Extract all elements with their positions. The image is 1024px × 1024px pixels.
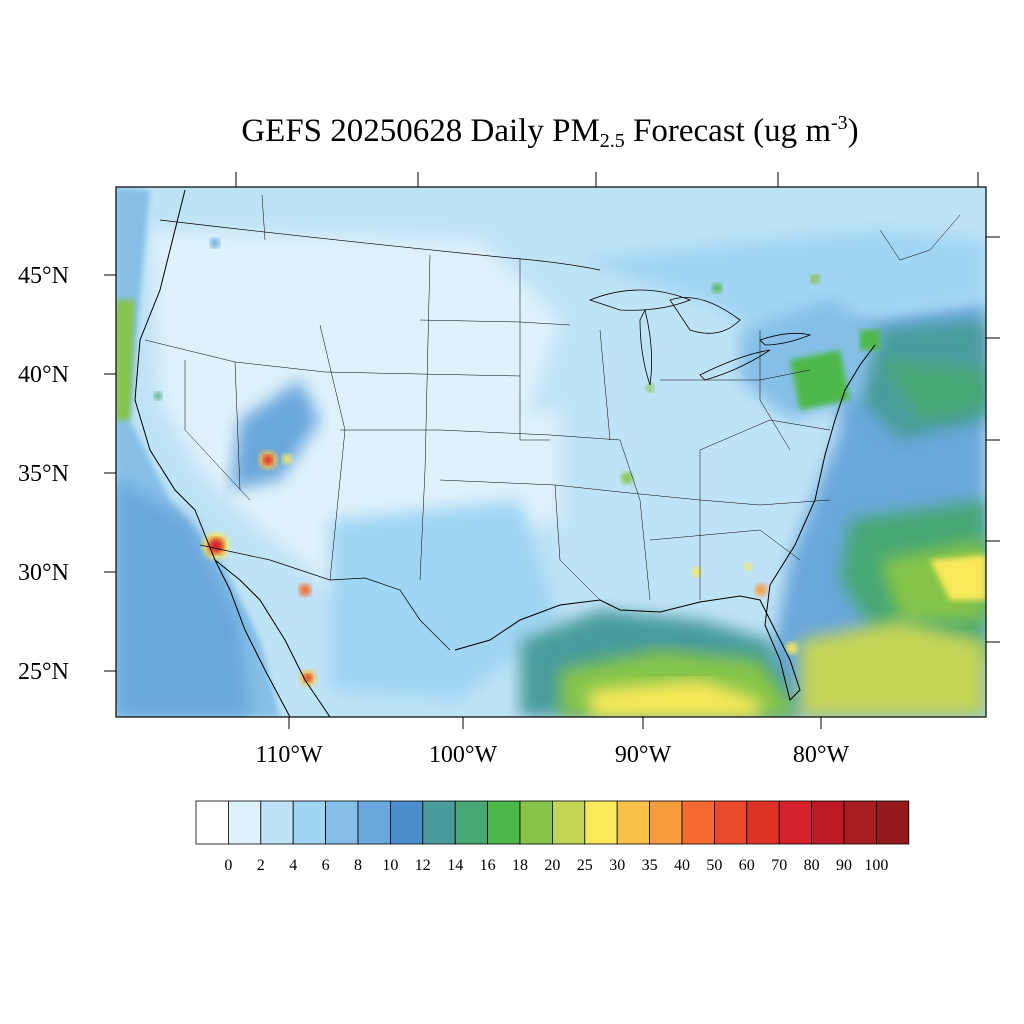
colorbar-label: 2 bbox=[257, 857, 265, 874]
concentration-field bbox=[116, 187, 986, 717]
colorbar-label: 80 bbox=[804, 857, 820, 874]
map-frame bbox=[115, 186, 987, 718]
colorbar-swatch bbox=[195, 800, 229, 845]
lon-label-80w: 80°W bbox=[793, 742, 850, 768]
lat-label-45n: 45°N bbox=[18, 263, 69, 289]
colorbar-label: 30 bbox=[609, 857, 625, 874]
colorbar-labels: 0 2 4 6 8 10 12 14 16 18 20 25 30 35 40 50 60 70 80 90 100 bbox=[224, 857, 888, 874]
colorbar-swatch bbox=[778, 800, 813, 845]
colorbar-swatch bbox=[552, 800, 586, 845]
colorbar-label: 10 bbox=[382, 857, 398, 874]
colorbar-label: 14 bbox=[447, 857, 463, 874]
colorbar-label: 60 bbox=[739, 857, 755, 874]
colorbar-swatch bbox=[422, 800, 456, 845]
map-title: GEFS 20250628 Daily PM2.5 Forecast (ug m… bbox=[241, 112, 859, 152]
colorbar-swatch bbox=[227, 800, 262, 845]
colorbar-label: 50 bbox=[706, 857, 722, 874]
colorbar-swatch bbox=[649, 800, 683, 845]
colorbar-swatch bbox=[746, 800, 780, 845]
colorbar-label: 16 bbox=[480, 857, 496, 874]
colorbar-swatch bbox=[811, 800, 845, 845]
colorbar-label: 35 bbox=[642, 857, 658, 874]
colorbar-label: 8 bbox=[354, 857, 362, 874]
colorbar-swatch bbox=[292, 800, 327, 845]
colorbar-label: 100 bbox=[864, 857, 888, 874]
colorbar-label: 70 bbox=[771, 857, 787, 874]
lon-label-110w: 110°W bbox=[255, 742, 323, 768]
colorbar-label: 25 bbox=[577, 857, 593, 874]
lon-label-90w: 90°W bbox=[615, 742, 672, 768]
lat-label-40n: 40°N bbox=[18, 362, 69, 388]
colorbar-label: 90 bbox=[836, 857, 852, 874]
colorbar-swatch bbox=[876, 800, 910, 845]
colorbar-label: 20 bbox=[544, 857, 560, 874]
colorbar bbox=[195, 800, 910, 845]
colorbar-label: 0 bbox=[224, 857, 232, 874]
colorbar-swatch bbox=[325, 800, 359, 845]
boundary-lines bbox=[134, 189, 961, 717]
colorbar-swatch bbox=[260, 800, 294, 845]
colorbar-swatch bbox=[843, 800, 877, 845]
colorbar-swatch bbox=[389, 800, 424, 845]
colorbar-label: 6 bbox=[322, 857, 330, 874]
lat-label-30n: 30°N bbox=[18, 560, 69, 586]
lat-label-35n: 35°N bbox=[18, 461, 69, 487]
colorbar-swatch bbox=[357, 800, 391, 845]
colorbar-swatch bbox=[584, 800, 618, 845]
colorbar-swatch bbox=[616, 800, 651, 845]
lon-label-100w: 100°W bbox=[429, 742, 498, 768]
colorbar-swatch bbox=[519, 800, 553, 845]
tick-marks bbox=[104, 172, 1000, 729]
colorbar-label: 18 bbox=[512, 857, 528, 874]
colorbar-swatch bbox=[454, 800, 489, 845]
colorbar-label: 40 bbox=[674, 857, 690, 874]
colorbar-swatch bbox=[487, 800, 521, 845]
colorbar-label: 12 bbox=[415, 857, 431, 874]
colorbar-label: 4 bbox=[289, 857, 297, 874]
lat-label-25n: 25°N bbox=[18, 659, 69, 685]
colorbar-swatch bbox=[681, 800, 715, 845]
colorbar-swatch bbox=[714, 800, 748, 845]
